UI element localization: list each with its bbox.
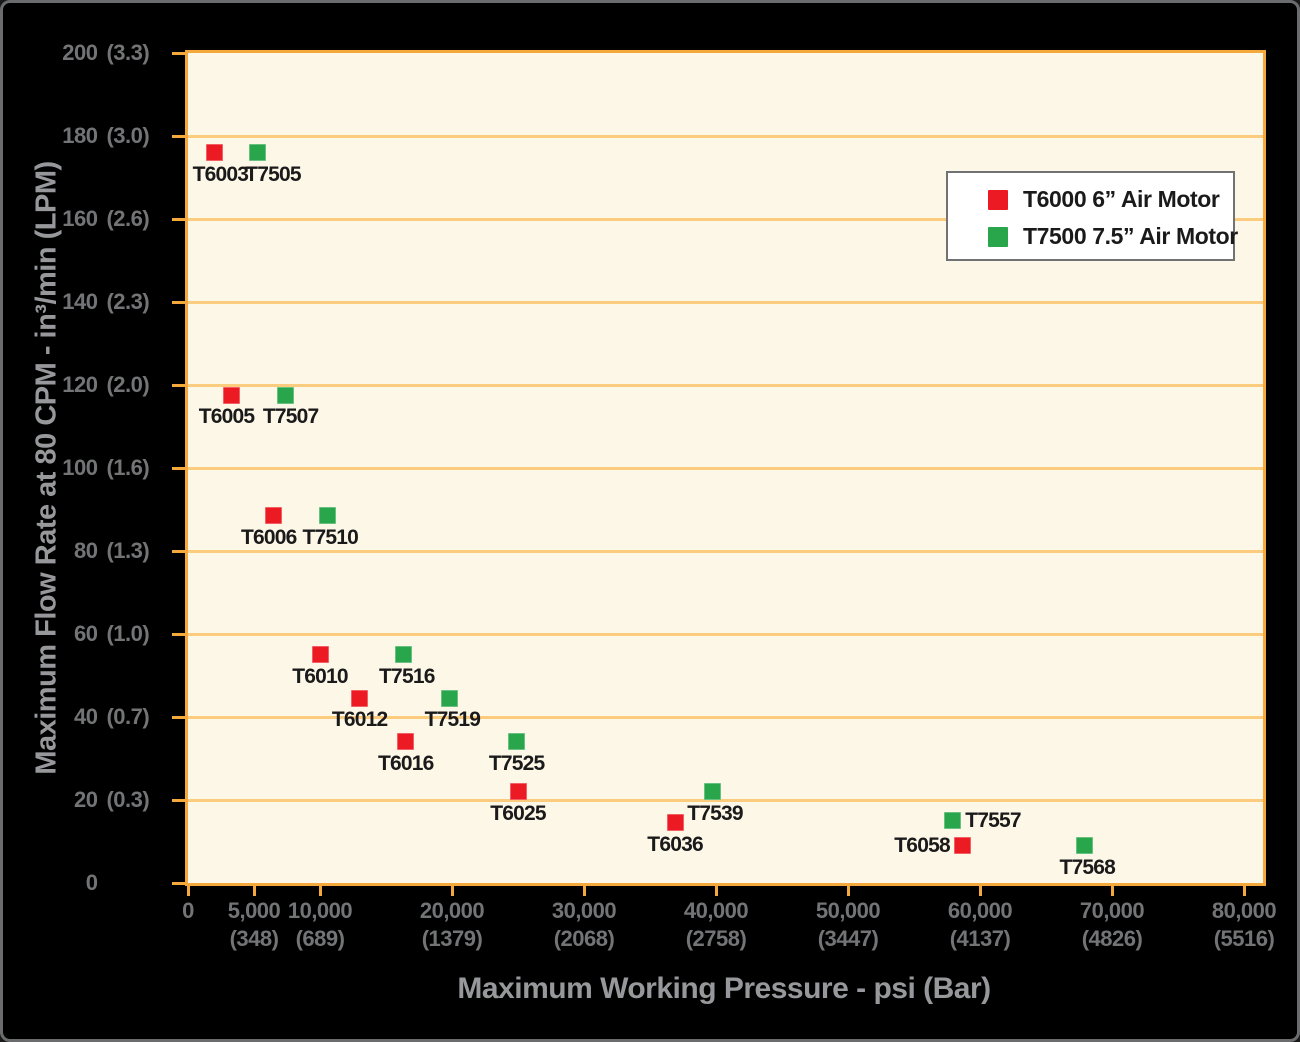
y-tick-label: 80 (1.3): [74, 538, 150, 563]
data-point-t6005: [223, 386, 241, 404]
data-point-t7516: [395, 646, 413, 664]
x-tick: [978, 884, 982, 896]
y-tick: [172, 466, 185, 470]
data-point-t7519: [440, 689, 458, 707]
data-point-label: T7525: [488, 751, 545, 775]
legend-swatch-green-icon: [988, 226, 1008, 247]
y-tick-label: 0: [85, 870, 98, 895]
data-point-t6036: [666, 814, 684, 832]
y-tick-label: 180 (3.0): [62, 123, 150, 148]
gridline: [188, 300, 1263, 304]
data-point-label: T7539: [687, 801, 743, 825]
legend-label-t7500: T7500 7.5” Air Motor: [1023, 223, 1238, 249]
x-tick: [318, 884, 322, 896]
x-tick: [1242, 884, 1246, 896]
y-tick-label: 120 (2.0): [62, 372, 150, 397]
data-point-label: T7510: [302, 525, 359, 549]
data-point-t6016: [397, 733, 415, 751]
x-tick-label: 40,000 (2758): [683, 898, 749, 951]
y-tick: [172, 715, 185, 719]
data-point-label: T7557: [965, 808, 1021, 832]
data-point-label: T6016: [378, 751, 434, 775]
x-tick-label: 10,000 (689): [287, 898, 353, 951]
x-tick-label: 5,000 (348): [227, 898, 281, 951]
y-tick: [172, 300, 185, 304]
legend: T6000 6” Air Motor T7500 7.5” Air Motor: [946, 171, 1238, 261]
x-tick-label: 0: [182, 898, 194, 923]
data-point-t7525: [508, 733, 526, 751]
gridline: [188, 217, 1263, 221]
gridline: [188, 466, 1263, 470]
data-point-t7507: [277, 386, 295, 404]
y-tick-label: 140 (2.3): [62, 289, 150, 314]
y-tick: [172, 383, 185, 387]
y-tick-label: 160 (2.6): [62, 206, 150, 231]
data-point-t7510: [318, 507, 336, 525]
y-tick: [172, 549, 185, 553]
data-point-label: T6003: [192, 162, 249, 186]
data-point-label: T6005: [198, 405, 255, 429]
legend-item-t6000: T6000 6” Air Motor: [988, 181, 1233, 218]
x-tick: [582, 884, 586, 896]
data-point-t7505: [249, 144, 267, 162]
data-point-label: T7519: [424, 708, 481, 732]
data-point-t7568: [1075, 837, 1093, 855]
y-tick-label: 20 (0.3): [74, 787, 150, 812]
x-tick: [1110, 884, 1114, 896]
legend-label-t6000: T6000 6” Air Motor: [1023, 186, 1220, 212]
data-point-t7557: [943, 812, 961, 830]
y-tick-label: 100 (1.6): [62, 455, 150, 480]
data-point-t6058: [954, 837, 972, 855]
data-point-label: T7568: [1059, 855, 1116, 879]
y-tick: [172, 632, 185, 636]
x-tick-label: 60,000 (4137): [947, 898, 1013, 951]
y-tick: [172, 881, 185, 885]
data-point-t6025: [509, 783, 527, 801]
data-point-label: T7505: [245, 162, 301, 186]
data-point-label: T6010: [292, 664, 348, 688]
y-tick: [172, 134, 185, 138]
data-point-t7539: [703, 783, 721, 801]
legend-item-t7500: T7500 7.5” Air Motor: [988, 218, 1238, 255]
data-point-label: T6058: [894, 833, 950, 857]
data-point-t6012: [351, 689, 369, 707]
x-tick-label: 30,000 (2068): [551, 898, 617, 951]
data-point-label: T6025: [490, 801, 546, 825]
gridline: [188, 134, 1263, 138]
x-tick-label: 50,000 (3447): [815, 898, 881, 951]
x-tick-label: 80,000 (5516): [1211, 898, 1277, 951]
y-tick: [172, 51, 185, 55]
y-tick-label: 200 (3.3): [62, 40, 150, 65]
data-point-t6010: [311, 646, 329, 664]
x-axis-title: Maximum Working Pressure - psi (Bar): [457, 972, 991, 1005]
y-tick-label: 40 (0.7): [74, 704, 150, 729]
data-point-label: T7516: [379, 664, 435, 688]
x-tick: [714, 884, 718, 896]
gridline: [188, 549, 1263, 553]
x-tick-label: 20,000 (1379): [419, 898, 485, 951]
data-point-t6006: [265, 507, 283, 525]
x-tick: [846, 884, 850, 896]
data-point-label: T6012: [331, 708, 388, 732]
x-tick: [186, 884, 190, 896]
data-point-label: T7507: [262, 405, 319, 429]
y-axis-title: Maximum Flow Rate at 80 CPM - in³/min (L…: [30, 161, 63, 775]
x-tick: [252, 884, 256, 896]
data-point-label: T6006: [241, 525, 297, 549]
gridline: [188, 632, 1263, 636]
data-point-t6003: [205, 144, 223, 162]
x-tick-label: 70,000 (4826): [1079, 898, 1145, 951]
data-point-label: T6036: [647, 832, 703, 856]
gridline: [188, 798, 1263, 802]
x-tick: [450, 884, 454, 896]
y-tick: [172, 217, 185, 221]
legend-swatch-red-icon: [988, 189, 1008, 210]
y-tick: [172, 798, 185, 802]
gridline: [188, 383, 1263, 387]
gridline: [188, 715, 1263, 719]
y-tick-label: 60 (1.0): [74, 621, 150, 646]
